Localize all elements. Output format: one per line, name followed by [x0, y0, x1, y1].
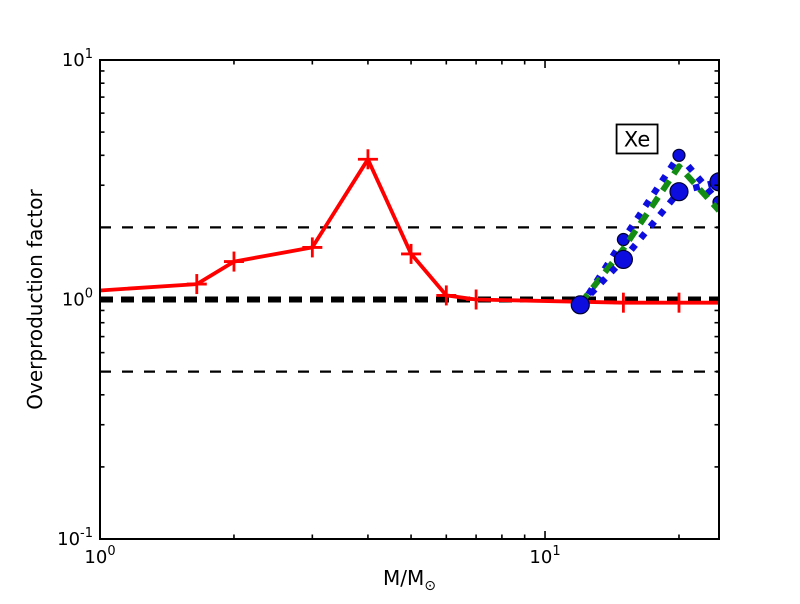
annotation-box	[615, 123, 659, 155]
y-tick-label: 10-1	[57, 526, 93, 550]
massive-blue-dotted-large-circles-circle-marker	[709, 172, 719, 192]
plot-area	[100, 148, 719, 373]
x-tick-label: 101	[529, 544, 560, 568]
massive-blue-dotted-small-circles-circle-marker	[672, 148, 686, 162]
massive-blue-dotted-large-circles-circle-marker	[570, 295, 590, 315]
massive-blue-dotted-large-circles-line	[577, 178, 719, 308]
x-tick-label: 100	[84, 544, 115, 568]
annotation-text: Xe	[624, 127, 650, 151]
massive-blue-dotted-large-circles-circle-marker	[669, 182, 689, 202]
massive-blue-dotted-large-circles	[570, 172, 719, 315]
y-axis-label: Overproduction factor	[23, 189, 47, 410]
x-axis-label: M/M⊙	[383, 566, 436, 594]
y-tick-label: 101	[62, 47, 93, 71]
massive-blue-dotted-large-circles-circle-marker	[613, 249, 633, 270]
agb-low-mass-red-solid	[100, 149, 719, 313]
y-tick-label: 100	[62, 287, 93, 311]
massive-blue-dotted-small-circles-line	[577, 152, 719, 309]
massive-blue-dotted-small-circles-circle-marker	[616, 232, 630, 247]
axis-ticks	[99, 59, 719, 540]
annotation-xe: Xe	[615, 123, 659, 155]
